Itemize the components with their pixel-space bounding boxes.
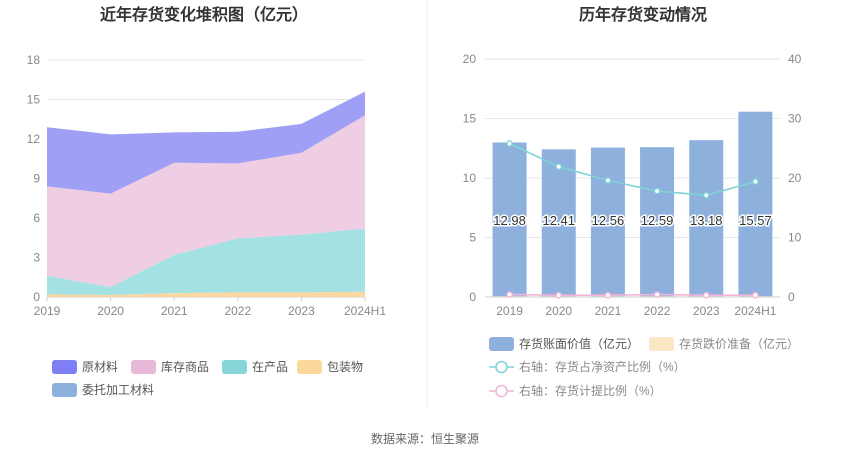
- left-legend-label: 包装物: [327, 360, 363, 374]
- bar-value-label: 12.98: [493, 213, 526, 228]
- bar: [541, 149, 576, 297]
- line-point: [702, 291, 710, 299]
- line-point: [604, 177, 612, 184]
- left-legend-label: 原材料: [82, 360, 118, 374]
- right-y-tick: 5: [469, 231, 476, 245]
- area-3: [47, 91, 365, 194]
- right-x-tick: 2019: [496, 304, 523, 318]
- line-series-0: [509, 142, 756, 197]
- left-legend-swatch: [131, 360, 156, 374]
- right-legend-marker: [495, 360, 508, 374]
- line-point: [604, 291, 612, 299]
- area-1: [47, 228, 365, 295]
- right-legend-label: 存货跌价准备（亿元）: [679, 336, 799, 351]
- left-legend-swatch: [52, 383, 77, 397]
- left-legend-swatch: [297, 360, 322, 374]
- left-legend-label: 委托加工材料: [82, 383, 154, 397]
- left-x-axis: 2019 2020 2021 2022 2023 2024H1: [34, 297, 386, 318]
- left-y-tick: 6: [33, 211, 40, 225]
- bar-value-label: 13.18: [690, 213, 723, 228]
- left-legend-label: 库存商品: [161, 359, 209, 374]
- line-point: [506, 291, 513, 298]
- right-x-axis: 2019 2020 2021 2022 2023 2024H1: [496, 304, 777, 318]
- left-chart-title: 近年存货变化堆积图（亿元）: [100, 5, 308, 24]
- left-areas: [47, 91, 365, 297]
- left-x-tick: 2019: [34, 304, 61, 318]
- line-point: [555, 291, 563, 299]
- right-legend-label: 存货账面价值（亿元）: [519, 336, 639, 351]
- right-y-tick: 10: [463, 171, 477, 185]
- left-legend-swatch: [222, 360, 247, 374]
- right-gridlines: [485, 58, 780, 298]
- left-x-tick: 2023: [288, 304, 315, 318]
- right-x-tick: 2021: [595, 304, 622, 318]
- right-y-tick: 0: [469, 290, 476, 304]
- data-source: 数据来源：恒生聚源: [371, 431, 479, 446]
- line-point: [702, 191, 710, 199]
- line-point: [555, 163, 563, 170]
- line-series-1: [509, 293, 756, 297]
- right-legend: 存货账面价值（亿元） 存货跌价准备（亿元） 右轴：存货占净资产比例（%） 右轴：存货计…: [489, 336, 799, 398]
- right-y-tick: 15: [463, 112, 477, 126]
- right-y-axis-right: 0 10 20 30 40: [788, 52, 802, 304]
- bar-value-label: 12.41: [542, 213, 575, 228]
- line-point: [752, 178, 759, 185]
- left-y-tick: 0: [33, 290, 40, 304]
- line-point: [506, 140, 513, 147]
- bar: [738, 111, 773, 297]
- left-legend-swatch: [52, 360, 77, 374]
- right-chart-title: 历年存货变动情况: [579, 5, 707, 24]
- right-y2-tick: 30: [788, 112, 802, 126]
- bar: [640, 147, 675, 297]
- left-x-tick: 2022: [224, 304, 251, 318]
- right-x-tick: 2020: [545, 304, 572, 318]
- left-x-tick: 2021: [161, 304, 188, 318]
- left-x-tick: 2020: [97, 304, 124, 318]
- line-point: [653, 291, 661, 298]
- left-y-tick: 18: [27, 53, 41, 67]
- right-legend-label: 右轴：存货计提比例（%）: [519, 383, 662, 398]
- line-point: [653, 187, 661, 195]
- bar-value-label: 15.57: [739, 213, 772, 228]
- left-y-tick: 9: [33, 172, 40, 186]
- bar-value-label: 12.59: [641, 213, 674, 228]
- line-point: [752, 291, 759, 299]
- right-legend-swatch: [489, 337, 514, 351]
- right-y2-tick: 10: [788, 231, 802, 245]
- left-legend-label: 在产品: [252, 360, 288, 374]
- right-y2-tick: 20: [788, 171, 802, 185]
- right-x-tick: 2024H1: [734, 304, 776, 318]
- right-bar-labels: 12.98 12.41 12.56 12.59 13.18 15.57: [492, 212, 773, 230]
- right-y-axis-left: 0 5 10 15 20: [463, 52, 477, 304]
- left-x-tick: 2024H1: [344, 304, 386, 318]
- bar-line-chart: 历年存货变动情况 12.98 12.41 12.56 12.59 13.18 15.57 …: [463, 5, 802, 398]
- stacked-area-chart: 近年存货变化堆积图（亿元） 0 3 6 9 12 15 18 2019 2020 2021 202…: [27, 5, 386, 397]
- right-legend-marker: [495, 384, 508, 398]
- left-y-tick: 12: [27, 132, 41, 146]
- right-lines: [506, 140, 759, 299]
- right-y-tick: 20: [463, 52, 477, 66]
- left-y-axis: 0 3 6 9 12 15 18: [27, 53, 41, 304]
- area-0: [47, 291, 365, 297]
- right-x-tick: 2023: [693, 304, 720, 318]
- left-y-tick: 3: [33, 251, 40, 265]
- right-legend-swatch: [649, 337, 674, 351]
- right-x-tick: 2022: [644, 304, 671, 318]
- area-2: [47, 115, 365, 288]
- right-y2-tick: 0: [788, 290, 795, 304]
- bar: [689, 140, 724, 297]
- right-bars: [492, 111, 773, 297]
- left-y-tick: 15: [27, 93, 41, 107]
- bar-value-label: 12.56: [592, 213, 625, 228]
- right-y2-tick: 40: [788, 52, 802, 66]
- right-legend-label: 右轴：存货占净资产比例（%）: [519, 359, 686, 374]
- bar: [590, 147, 625, 297]
- bar: [492, 142, 527, 297]
